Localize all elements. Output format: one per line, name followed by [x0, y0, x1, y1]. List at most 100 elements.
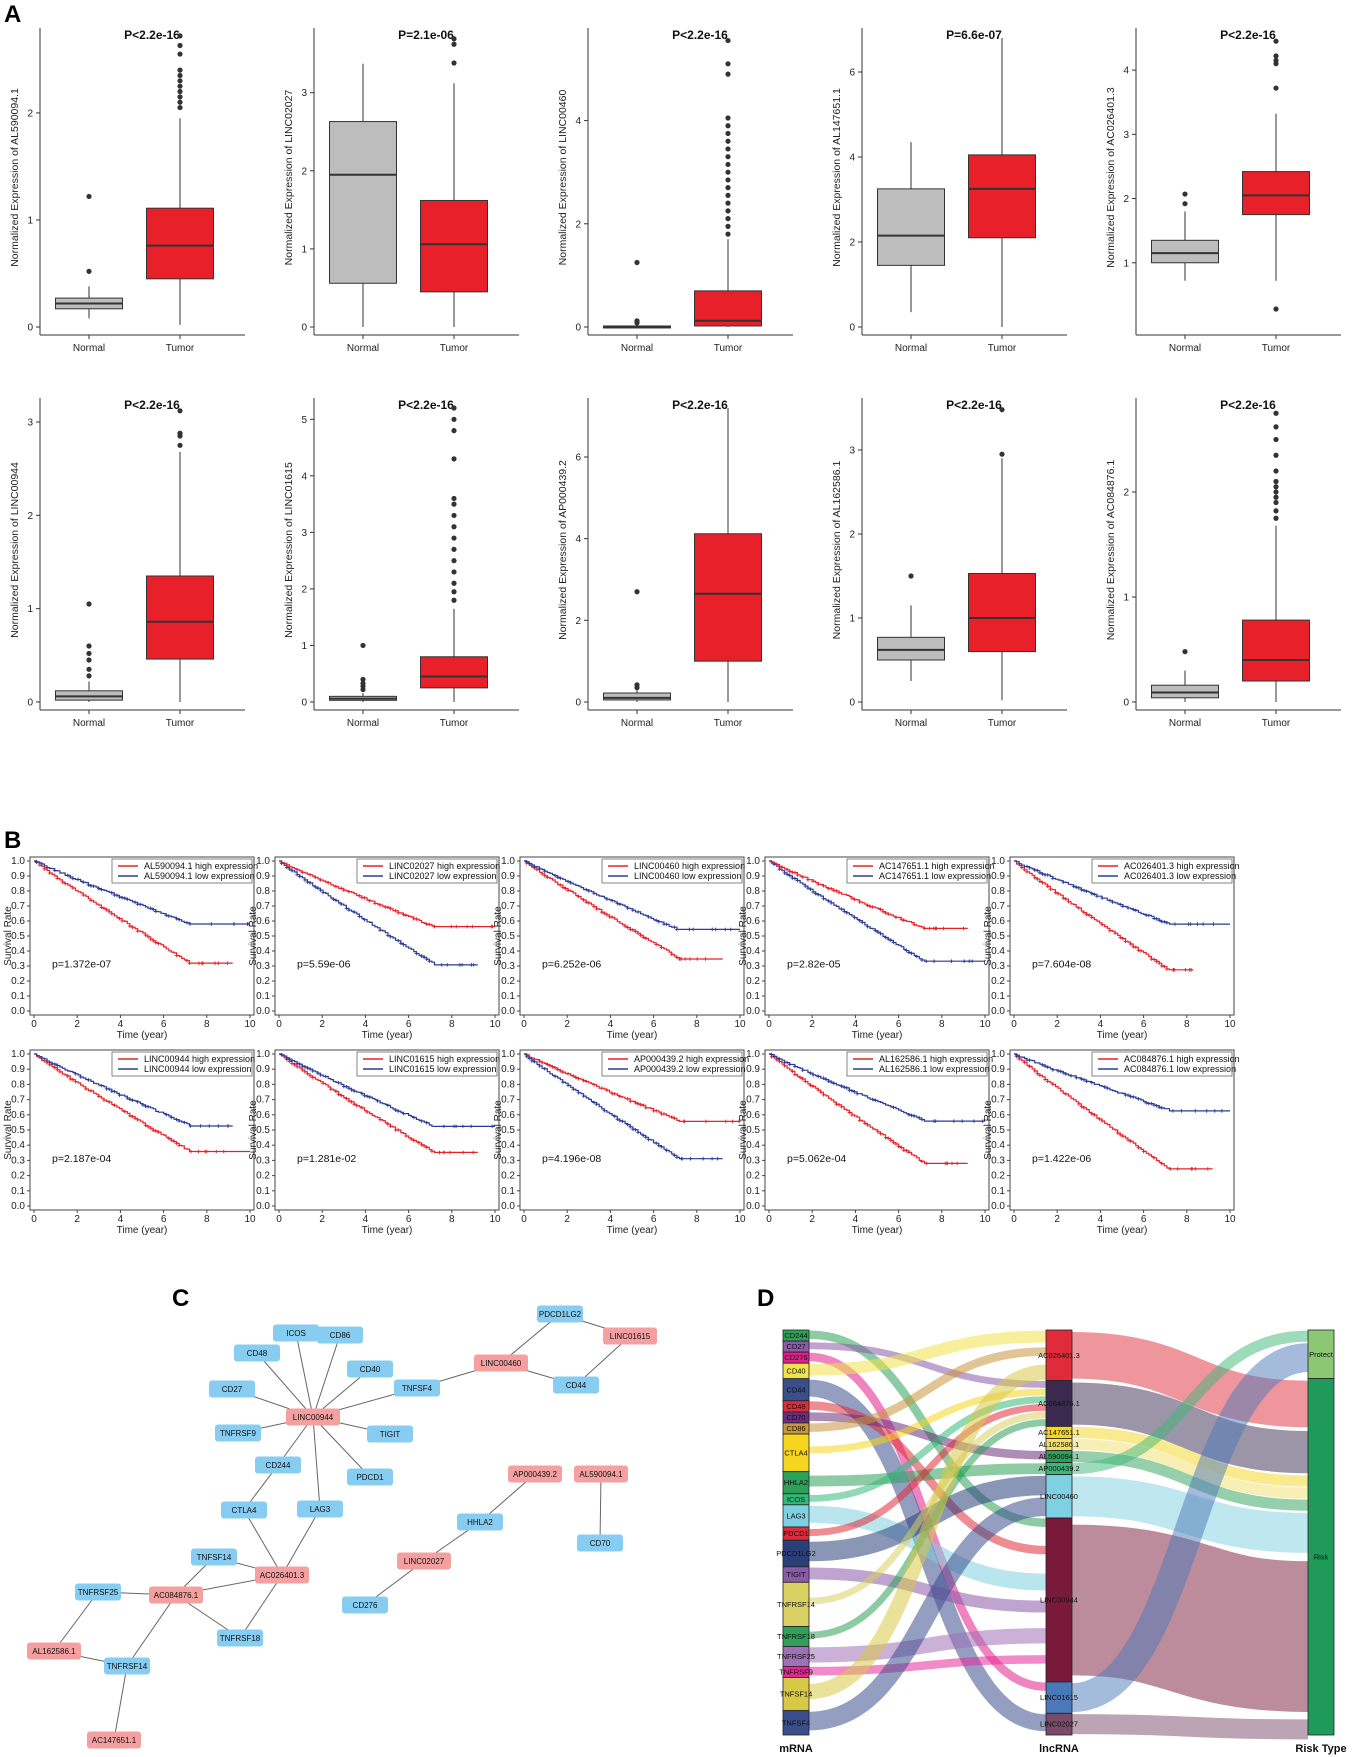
km-censor-high — [633, 1101, 638, 1105]
km-y-tick-label: 0.8 — [501, 1079, 515, 1090]
km-y-tick-label: 1.0 — [991, 1049, 1005, 1060]
boxplot-box-normal — [1151, 239, 1219, 264]
sankey-link-mrna-lncrna — [808, 1628, 1047, 1663]
km-censor-low — [675, 927, 679, 932]
network-node-TNFRSF9: TNFRSF9 — [215, 1424, 261, 1442]
sankey-node-box — [1307, 1378, 1335, 1736]
km-censor-high — [441, 1150, 446, 1155]
km-censor-high — [795, 873, 800, 877]
km-censor-low — [378, 928, 382, 932]
km-censor-low — [558, 876, 563, 881]
km-censor-low — [78, 1075, 83, 1079]
boxplot-y-tick-label: 1 — [27, 604, 33, 615]
km-y-tick-label: 0.4 — [991, 946, 1005, 957]
km-plot-LINC00460: 0.0 0.1 0.2 0.3 0.4 0.5 0.6 0.7 0.8 0.9 1.0 0 2 4 6 8 10… — [493, 856, 746, 1041]
sankey-mrna-node-CD244: CD244 — [782, 1329, 810, 1342]
sankey-node-label: TNFRSF9 — [779, 1667, 813, 1676]
km-x-tick-label: 4 — [853, 1019, 859, 1030]
km-censor-high — [1038, 879, 1042, 884]
boxplot-box-normal — [329, 121, 397, 284]
sankey-node-label: CD276 — [784, 1353, 807, 1362]
boxplot-box-tumor — [968, 154, 1036, 239]
km-censor-low — [419, 954, 424, 958]
km-y-tick-label: 0.2 — [11, 976, 25, 987]
km-censor-high — [1128, 1139, 1133, 1144]
km-censor-low — [907, 1112, 911, 1117]
boxplot-box-normal — [603, 692, 671, 701]
km-censor-high — [857, 900, 862, 904]
boxplot-outlier — [451, 41, 457, 47]
km-censor-low — [336, 1080, 341, 1085]
km-censor-low — [461, 1124, 465, 1129]
boxplot-LINC00460: 0 2 4 Normalized Expression of LINC00460 P<2… — [557, 28, 793, 354]
sankey-node-label: LINC00460 — [1040, 1492, 1078, 1501]
network-node-LINC00460: LINC00460 — [474, 1354, 528, 1372]
km-censor-low — [610, 898, 614, 903]
boxplot-y-tick-label: 2 — [849, 238, 855, 249]
km-censor-low — [777, 867, 782, 871]
km-y-label: Survival Rate — [3, 906, 14, 966]
km-x-tick-label: 6 — [651, 1214, 657, 1225]
boxplot-group-label: Normal — [895, 343, 927, 354]
km-censor-low — [615, 901, 620, 906]
network-node-label: CD40 — [360, 1365, 381, 1374]
boxplot-outlier — [360, 642, 366, 649]
km-x-tick-label: 2 — [564, 1019, 570, 1030]
network-node-TNFSF4: TNFSF4 — [394, 1379, 440, 1397]
km-x-tick-label: 8 — [449, 1019, 455, 1030]
km-legend-box — [601, 858, 743, 884]
km-censor-high — [185, 958, 189, 963]
km-censor-low — [1144, 1101, 1148, 1105]
km-censor-low — [401, 942, 406, 947]
km-y-tick-label: 0.4 — [11, 1140, 25, 1151]
network-node-box — [27, 1642, 81, 1660]
km-p-value: p=1.372e-07 — [52, 959, 111, 971]
km-censor-low — [125, 897, 130, 902]
km-censor-high — [1082, 910, 1086, 915]
km-censor-low — [581, 1094, 586, 1098]
km-censor-high — [214, 1149, 219, 1154]
km-censor-high — [1136, 1145, 1141, 1150]
km-censor-high — [1079, 1104, 1084, 1109]
km-x-tick-label: 8 — [939, 1019, 945, 1030]
km-censor-high — [878, 907, 883, 912]
km-y-tick-label: 0.4 — [746, 1140, 760, 1151]
km-y-tick-label: 0.3 — [991, 961, 1005, 972]
km-y-tick-label: 0.0 — [11, 1006, 25, 1017]
km-censor-high — [1121, 1134, 1125, 1139]
km-x-tick-label: 8 — [204, 1019, 210, 1030]
km-x-label: Time (year) — [362, 1030, 413, 1041]
boxplot-outlier — [1273, 85, 1279, 91]
boxplot-panel: 0 1 2 Normalized Expression of AL590094.1 P<… — [9, 28, 1341, 729]
km-censor-high — [352, 1102, 356, 1107]
km-censor-high — [174, 1141, 179, 1146]
km-censor-high — [625, 925, 630, 930]
km-censor-high — [189, 1149, 193, 1154]
boxplot-outlier — [451, 456, 457, 462]
boxplot-box-normal — [1151, 684, 1219, 699]
survival-panel: 0.0 0.1 0.2 0.3 0.4 0.5 0.6 0.7 0.8 0.9 1.0 0 2 4 6 8 10… — [3, 856, 1240, 1236]
boxplot-outlier — [86, 657, 92, 663]
km-censor-low — [107, 1087, 111, 1091]
km-censor-high — [378, 1117, 382, 1122]
km-censor-low — [138, 902, 143, 907]
km-censor-high — [37, 1055, 41, 1060]
km-censor-low — [148, 906, 153, 911]
network-edge — [243, 1509, 283, 1576]
boxplot-outlier — [177, 78, 183, 84]
km-y-tick-label: 0.7 — [991, 901, 1005, 912]
boxplot-group-label: Normal — [895, 718, 927, 729]
km-censor-high — [1061, 896, 1066, 900]
km-censor-low — [188, 1124, 193, 1128]
km-p-value: p=1.422e-06 — [1032, 1153, 1091, 1165]
km-p-value: p=7.604e-08 — [1032, 959, 1091, 971]
km-legend-low: AP000439.2 low expression — [634, 1064, 746, 1074]
km-censor-high — [558, 1069, 563, 1073]
km-censor-high — [599, 1086, 604, 1090]
boxplot-outlier — [177, 104, 183, 111]
km-censor-high — [60, 880, 65, 884]
boxplot-outlier — [1273, 515, 1279, 521]
km-censor-low — [1188, 922, 1193, 926]
km-censor-high — [599, 910, 604, 914]
network-node-CTLA4: CTLA4 — [221, 1501, 267, 1519]
